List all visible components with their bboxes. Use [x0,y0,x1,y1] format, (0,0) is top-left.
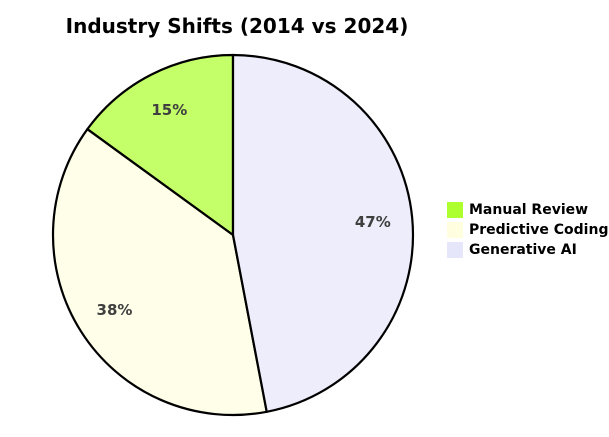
pct-label-manual-review: 15% [151,101,187,119]
legend-item-predictive-coding: Predictive Coding [447,221,608,238]
legend-swatch-generative-ai [447,241,463,258]
pie-slice-predictive-coding [51,128,268,417]
pie-slice-manual-review [86,53,235,237]
pct-label-generative-ai: 47% [355,213,391,231]
legend-item-manual-review: Manual Review [447,201,608,218]
pie-slice-generative-ai [231,53,415,413]
pct-label-predictive-coding: 38% [97,301,133,319]
legend-swatch-manual-review [447,201,463,218]
legend-item-generative-ai: Generative AI [447,241,608,258]
chart-title: Industry Shifts (2014 vs 2024) [65,14,409,38]
legend-label-manual-review: Manual Review [469,201,589,218]
legend-label-generative-ai: Generative AI [469,241,577,258]
legend-swatch-predictive-coding [447,221,463,238]
legend-label-predictive-coding: Predictive Coding [469,221,609,238]
legend: Manual Review Predictive Coding Generati… [447,201,608,258]
